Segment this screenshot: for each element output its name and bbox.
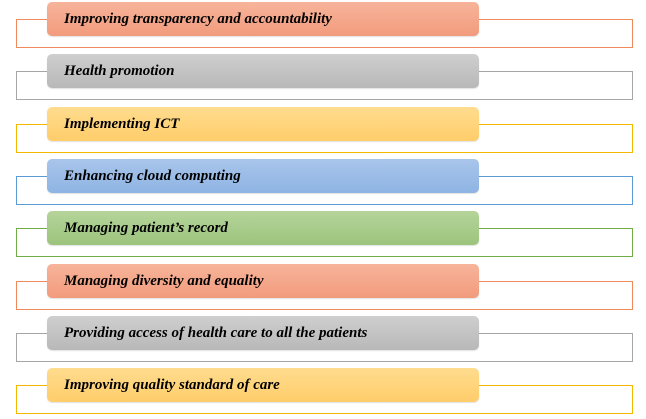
- item-label: Enhancing cloud computing: [64, 167, 241, 184]
- item-label: Providing access of health care to all t…: [64, 324, 368, 341]
- item-pill: Managing patient’s record: [47, 211, 479, 245]
- item-label: Managing patient’s record: [64, 219, 228, 236]
- item-pill: Improving transparency and accountabilit…: [47, 2, 479, 36]
- item-label: Improving quality standard of care: [64, 376, 280, 393]
- item-pill: Managing diversity and equality: [47, 264, 479, 298]
- item-pill: Enhancing cloud computing: [47, 159, 479, 193]
- list-item: Health promotion: [0, 54, 646, 102]
- item-label: Managing diversity and equality: [64, 272, 264, 289]
- item-pill: Health promotion: [47, 54, 479, 88]
- item-label: Implementing ICT: [64, 115, 180, 132]
- item-pill: Implementing ICT: [47, 107, 479, 141]
- list-item: Enhancing cloud computing: [0, 159, 646, 207]
- list-item: Managing diversity and equality: [0, 264, 646, 312]
- item-pill: Providing access of health care to all t…: [47, 316, 479, 350]
- list-item: Improving transparency and accountabilit…: [0, 2, 646, 50]
- list-item: Improving quality standard of care: [0, 368, 646, 416]
- list-item: Managing patient’s record: [0, 211, 646, 259]
- item-label: Health promotion: [64, 62, 175, 79]
- item-label: Improving transparency and accountabilit…: [64, 10, 332, 27]
- list-item: Implementing ICT: [0, 107, 646, 155]
- item-pill: Improving quality standard of care: [47, 368, 479, 402]
- list-item: Providing access of health care to all t…: [0, 316, 646, 364]
